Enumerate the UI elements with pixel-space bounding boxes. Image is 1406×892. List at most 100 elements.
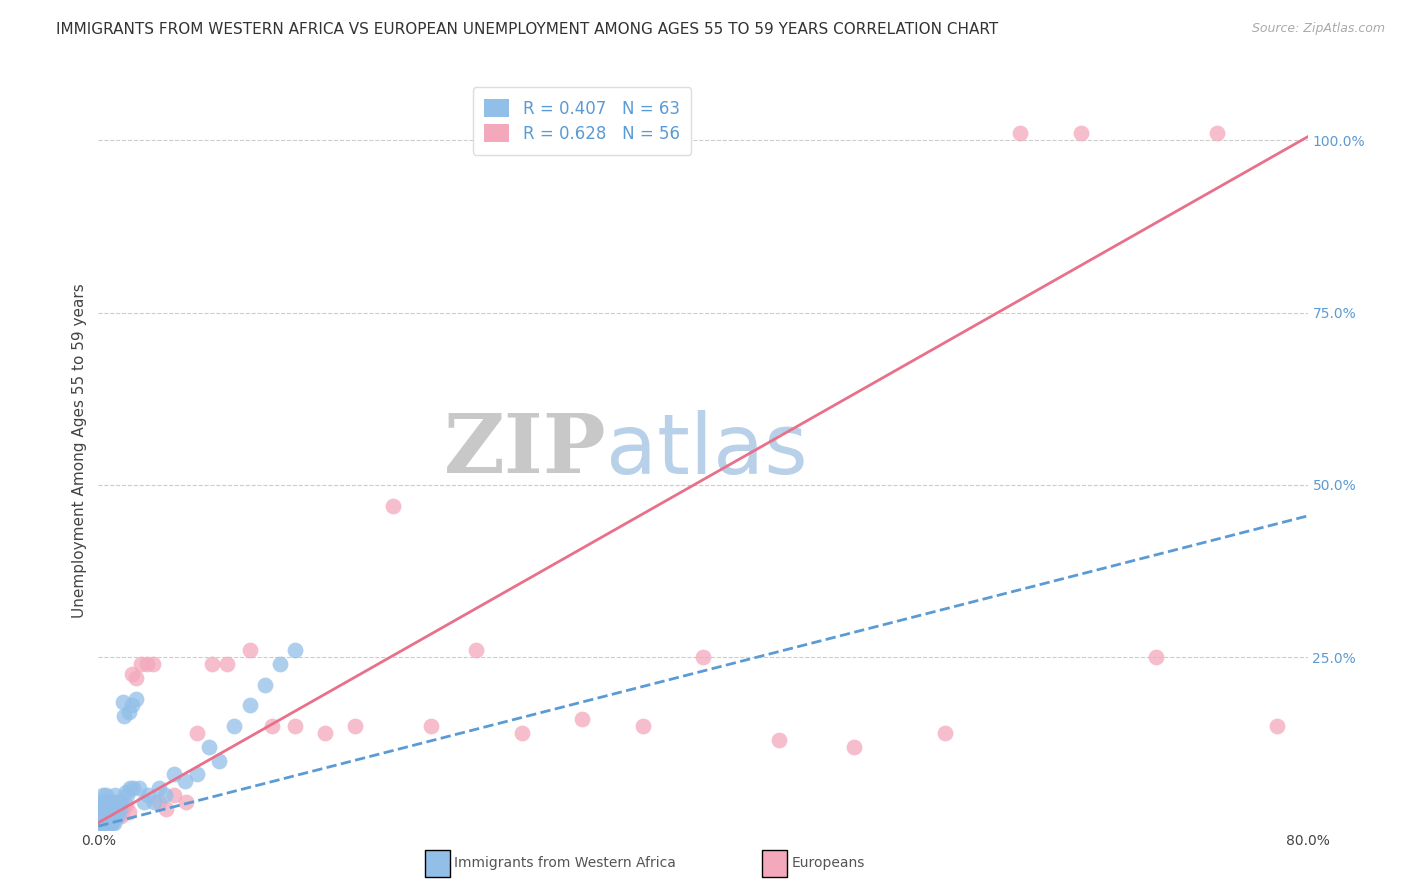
Point (173, 774, 195, 789)
Point (135, 657, 157, 672)
Point (96, 809, 118, 823)
Point (93, 809, 115, 823)
Point (239, 643, 262, 657)
Point (90, 815, 112, 830)
Point (91, 795, 114, 809)
Point (121, 698, 143, 713)
Point (128, 781, 150, 796)
Point (90, 802, 112, 816)
Point (90, 802, 112, 816)
Point (90, 809, 112, 823)
Point (91, 815, 114, 830)
Text: atlas: atlas (606, 410, 808, 491)
Point (692, 650, 714, 665)
Point (105, 802, 128, 816)
Point (114, 798, 136, 813)
Point (768, 733, 790, 747)
Point (94, 802, 117, 816)
Point (510, 726, 533, 740)
Text: Source: ZipAtlas.com: Source: ZipAtlas.com (1251, 22, 1385, 36)
Point (91, 802, 114, 816)
Point (104, 788, 127, 802)
Point (125, 691, 148, 706)
Point (110, 809, 132, 823)
Point (148, 781, 170, 796)
Point (91, 795, 114, 809)
Point (98, 802, 121, 816)
Point (284, 643, 307, 657)
Point (91, 815, 114, 830)
Point (111, 695, 134, 709)
Point (163, 767, 186, 781)
Point (344, 719, 367, 733)
Point (108, 802, 131, 816)
Point (465, 643, 488, 657)
Point (201, 657, 224, 672)
Point (93, 809, 115, 823)
Point (107, 795, 129, 809)
Point (93, 795, 115, 809)
Point (89, 815, 111, 830)
Point (98, 802, 121, 816)
Point (94, 815, 117, 830)
Point (107, 795, 129, 809)
Text: ZIP: ZIP (444, 410, 606, 491)
Point (101, 802, 124, 816)
Point (186, 726, 208, 740)
Y-axis label: Unemployment Among Ages 55 to 59 years: Unemployment Among Ages 55 to 59 years (72, 283, 87, 618)
Point (118, 805, 141, 820)
Point (129, 657, 152, 672)
Point (208, 754, 231, 768)
Point (111, 802, 134, 816)
Point (215, 657, 238, 672)
Point (197, 739, 219, 754)
Point (132, 795, 155, 809)
Point (91, 809, 114, 823)
Point (108, 802, 131, 816)
Point (1010, 127, 1032, 141)
Point (136, 788, 159, 802)
Point (420, 719, 443, 733)
Point (94, 815, 117, 830)
Point (224, 719, 246, 733)
Point (96, 815, 118, 830)
Point (94, 809, 117, 823)
Point (253, 678, 276, 692)
Point (96, 809, 118, 823)
Point (174, 795, 197, 809)
Point (89, 809, 111, 823)
Point (94, 788, 117, 802)
Point (314, 726, 336, 740)
Point (143, 795, 166, 809)
Point (96, 795, 118, 809)
Point (100, 809, 122, 823)
Point (112, 708, 135, 723)
Text: IMMIGRANTS FROM WESTERN AFRICA VS EUROPEAN UNEMPLOYMENT AMONG AGES 55 TO 59 YEAR: IMMIGRANTS FROM WESTERN AFRICA VS EUROPE… (56, 22, 998, 37)
Point (120, 781, 142, 796)
Point (105, 802, 128, 816)
Point (93, 815, 115, 830)
Point (122, 781, 145, 796)
Point (107, 809, 129, 823)
Point (118, 706, 141, 720)
Point (148, 795, 170, 809)
Point (103, 815, 125, 830)
Point (1070, 127, 1092, 141)
Point (142, 657, 165, 672)
Point (844, 739, 866, 754)
Point (155, 802, 177, 816)
Point (91, 788, 114, 802)
Point (89, 802, 111, 816)
Legend: R = 0.407   N = 63, R = 0.628   N = 56: R = 0.407 N = 63, R = 0.628 N = 56 (472, 87, 692, 154)
Point (89, 815, 111, 830)
Point (239, 698, 262, 713)
Point (93, 802, 115, 816)
Point (100, 802, 122, 816)
Point (98, 815, 121, 830)
Point (90, 795, 112, 809)
Point (115, 788, 138, 802)
Point (101, 815, 124, 830)
Point (103, 802, 125, 816)
Point (91, 809, 114, 823)
Point (90, 815, 112, 830)
